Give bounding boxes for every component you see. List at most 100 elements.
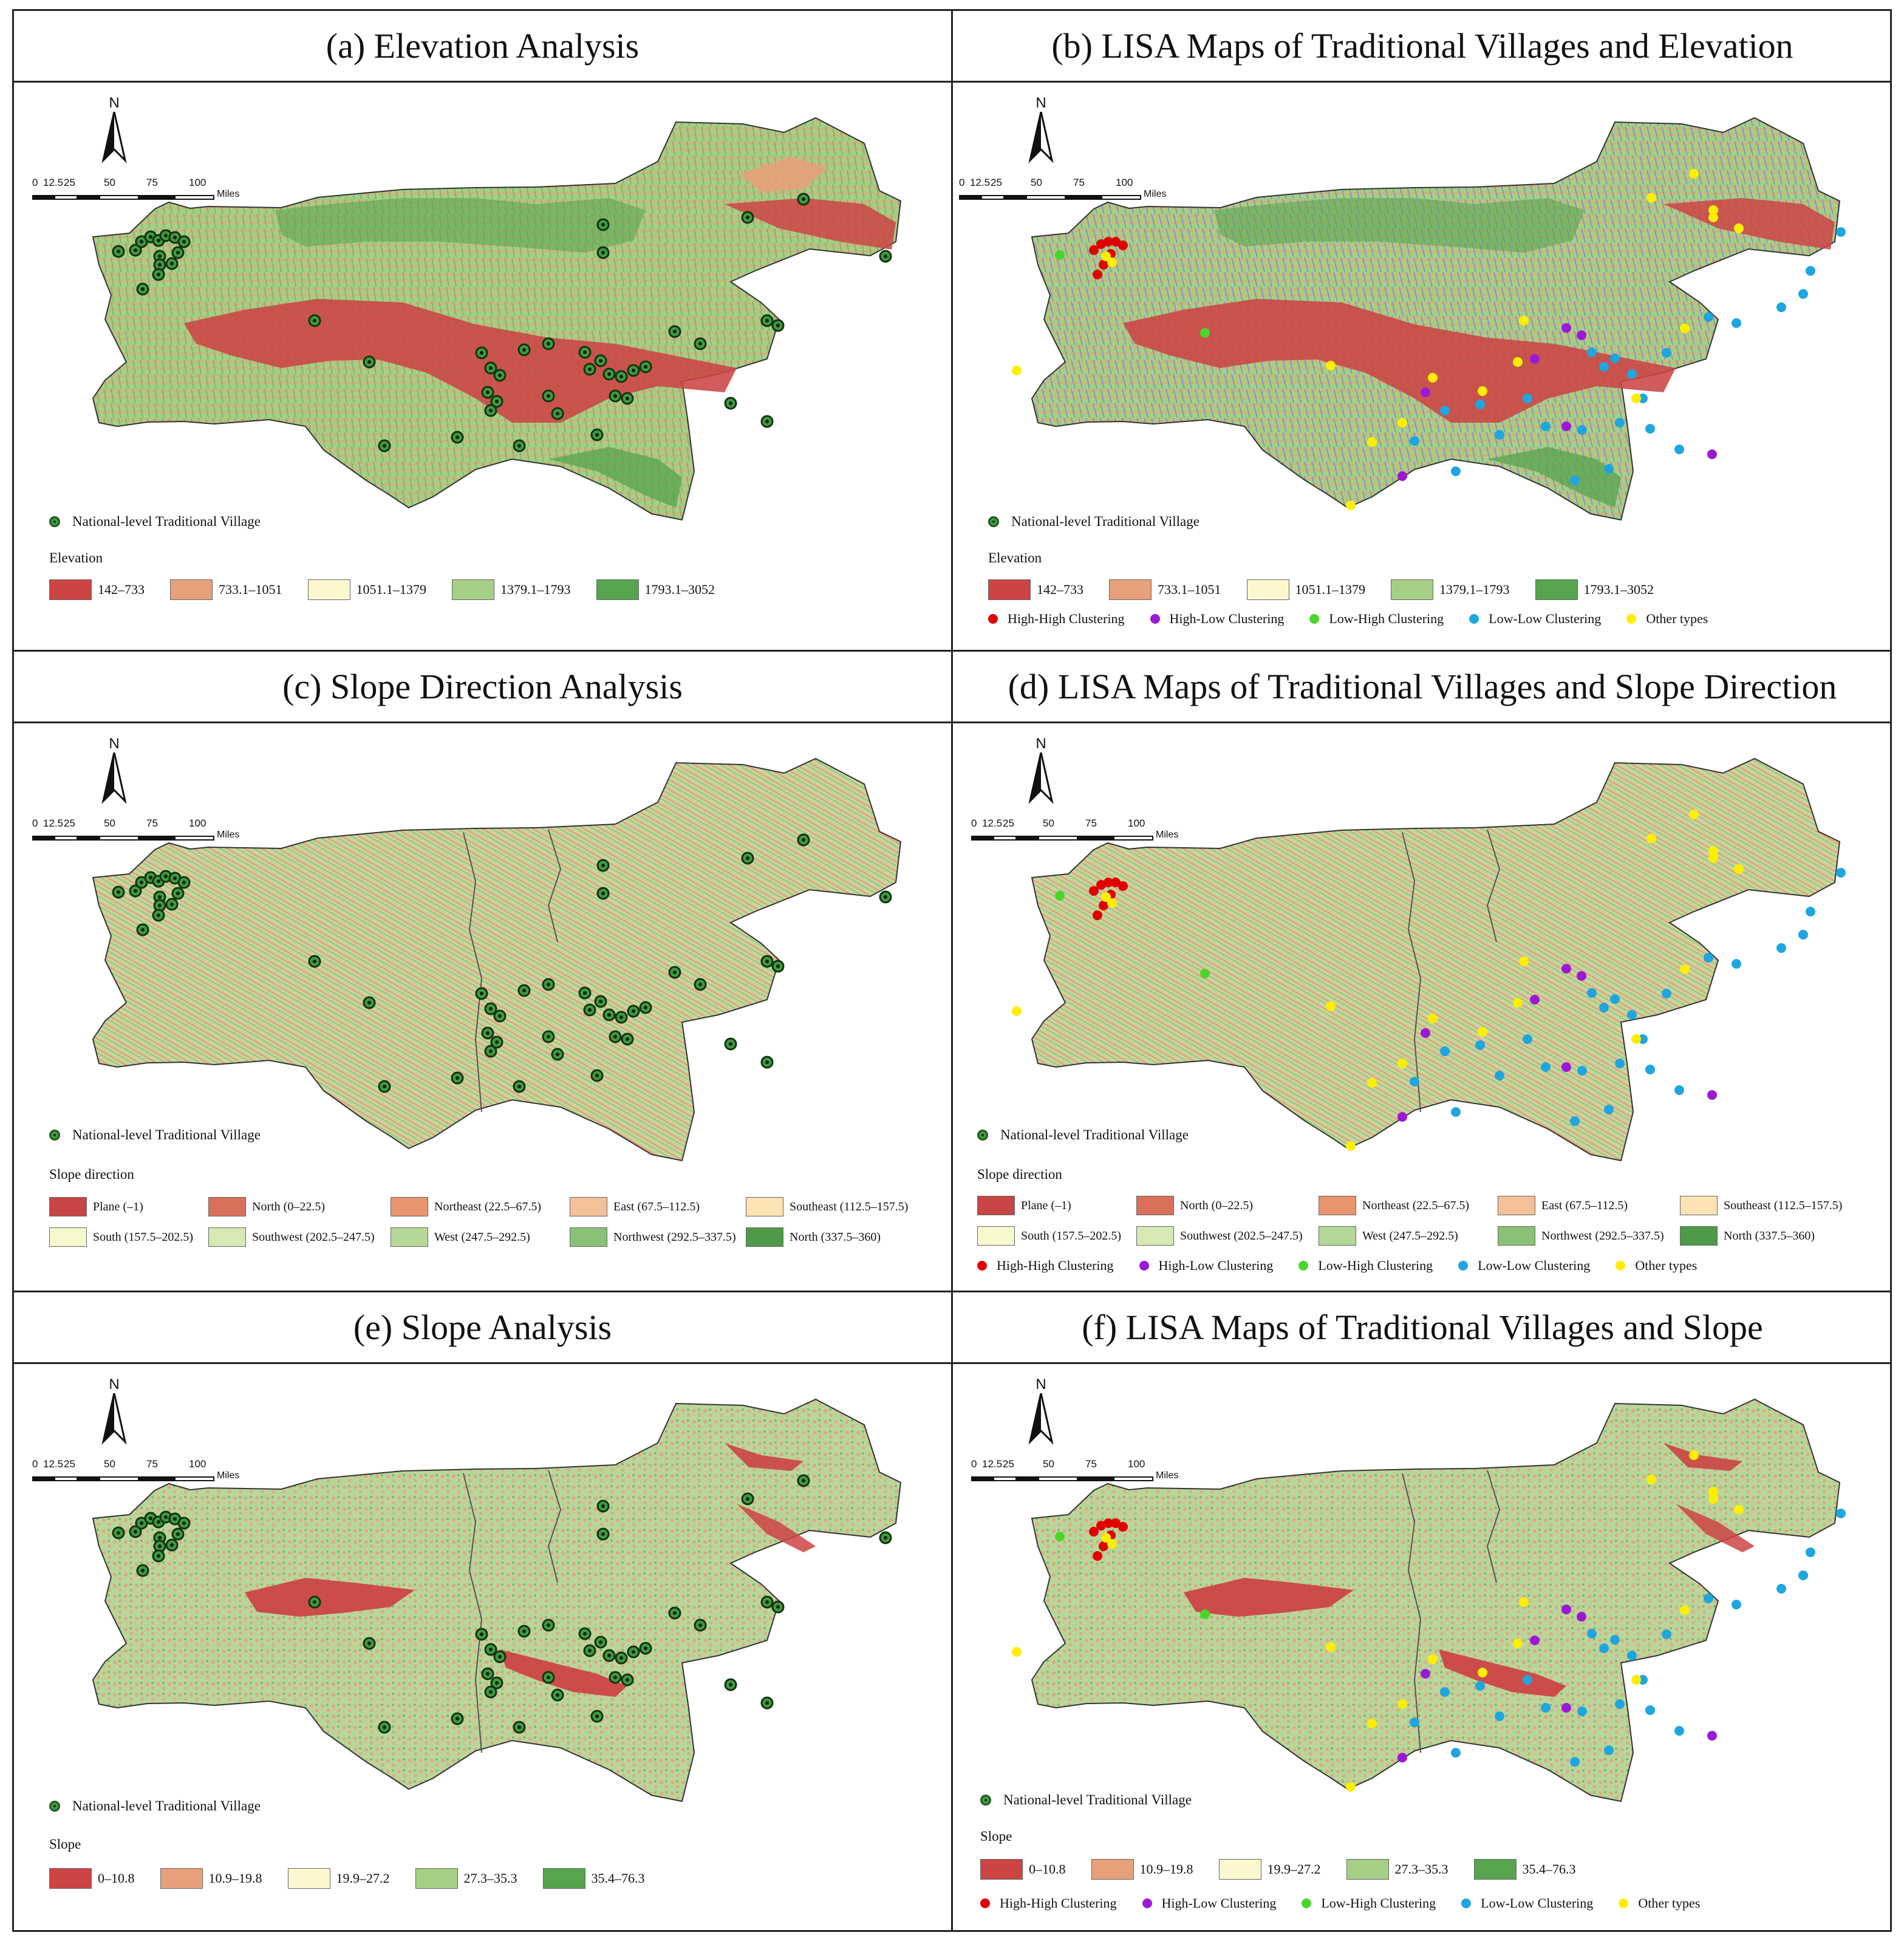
lisa-marker — [1200, 328, 1210, 338]
village-marker-center — [173, 1517, 177, 1521]
panel-b-lisa-elevation: (b) LISA Maps of Traditional Villages an… — [953, 11, 1892, 652]
aspect-legend-row1: Plane (–1) North (0–22.5) Northeast (22.… — [49, 1197, 908, 1216]
village-marker-center — [765, 1060, 769, 1064]
lisa-marker — [1806, 907, 1815, 916]
legend-label: 142–733 — [1037, 582, 1083, 597]
scale-tick: 75 — [146, 177, 158, 188]
lisa-marker — [1421, 1028, 1430, 1038]
village-legend: National-level Traditional Village — [980, 1792, 1192, 1808]
lisa-marker — [1734, 223, 1744, 233]
lisa-marker — [1530, 995, 1540, 1005]
scale-tick: 12.5 — [970, 177, 991, 188]
lisa-marker — [1708, 846, 1718, 856]
village-marker-center — [486, 391, 490, 394]
village-marker-center — [176, 251, 180, 254]
village-marker-center — [134, 889, 137, 893]
lisa-marker — [1610, 353, 1620, 363]
village-marker-center — [170, 902, 174, 906]
lisa-marker — [1631, 1675, 1641, 1685]
scale-unit: Miles — [1156, 830, 1179, 840]
legend-label: 19.9–27.2 — [336, 1871, 390, 1886]
scale-tick: 75 — [1073, 177, 1085, 188]
legend-label: High-Low Clustering — [1158, 1258, 1274, 1273]
village-marker-center — [583, 350, 587, 354]
legend-item: Plane (–1) — [977, 1196, 1136, 1215]
legend-label: 733.1–1051 — [1158, 582, 1221, 597]
lisa-marker — [1798, 1571, 1808, 1580]
scale-tick: 50 — [104, 177, 115, 188]
village-marker-center — [517, 1085, 521, 1088]
lisa-marker — [1475, 400, 1485, 409]
north-label: N — [1036, 95, 1046, 111]
legend-label: 35.4–76.3 — [591, 1871, 645, 1886]
lisa-marker — [1662, 348, 1671, 358]
village-marker-center — [480, 351, 483, 355]
lisa-marker — [1570, 1116, 1580, 1126]
village-marker-center — [595, 433, 599, 437]
village-marker-center — [776, 964, 780, 968]
village-marker-icon — [49, 1801, 60, 1812]
village-marker-center — [601, 1504, 605, 1508]
scale-bar-segments — [971, 1476, 1153, 1481]
lisa-marker — [1099, 1541, 1108, 1551]
village-marker-center — [489, 409, 493, 412]
legend-item: Southwest (202.5–247.5) — [208, 1227, 391, 1247]
lisa-marker — [1599, 1643, 1609, 1653]
legend-item: 1051.1–1379 — [307, 579, 426, 600]
north-label: N — [109, 735, 120, 752]
village-marker-icon — [49, 1130, 60, 1141]
lisa-marker — [1708, 853, 1718, 863]
north-arrow-icon — [101, 752, 127, 804]
flat-valley-ne — [1676, 1504, 1755, 1552]
village-marker-center — [173, 876, 177, 880]
lisa-marker — [1107, 258, 1117, 267]
lisa-marker — [1326, 1642, 1336, 1652]
village-marker-center — [673, 330, 677, 333]
village-marker-center — [765, 319, 769, 322]
village-marker-center — [157, 913, 160, 917]
lisa-marker — [1440, 1046, 1450, 1056]
north-arrow-icon — [1028, 752, 1054, 804]
village-marker-center — [157, 1520, 160, 1524]
lisa-marker — [1104, 878, 1113, 887]
village-marker-center — [746, 856, 749, 860]
legend-title: Slope direction — [49, 1167, 134, 1182]
lisa-marker — [1104, 237, 1113, 247]
lisa-marker — [1734, 864, 1744, 874]
legend-item: North (0–22.5) — [208, 1197, 391, 1216]
lisa-marker — [1645, 1705, 1655, 1715]
lisa-marker — [1627, 1010, 1637, 1020]
village-marker-center — [367, 1642, 371, 1645]
village-marker-center — [588, 1649, 592, 1653]
lisa-marker — [1732, 959, 1741, 969]
legend-label: Northwest (292.5–337.5) — [613, 1230, 736, 1244]
legend-item: 27.3–35.3 — [415, 1868, 517, 1889]
lisa-marker — [1367, 437, 1377, 447]
village-marker-center — [644, 365, 647, 369]
lisa-marker — [1495, 1071, 1504, 1080]
scale-tick: 100 — [189, 177, 206, 188]
village-marker-center — [313, 1600, 316, 1604]
lisa-marker — [1440, 406, 1450, 415]
scale-tick: 0 — [32, 1458, 38, 1470]
village-markers — [112, 833, 892, 1093]
legend-item: 19.9–27.2 — [287, 1868, 390, 1889]
scale-tick: 12.5 — [982, 817, 1003, 829]
map-area: N 0 12.5 25 50 75 100 Miles — [953, 723, 1892, 1291]
village-marker-center — [480, 1632, 483, 1636]
lisa-marker — [1093, 270, 1102, 279]
village-marker-center — [141, 1569, 145, 1572]
village-marker-center — [157, 879, 160, 883]
lisa-legend-item: High-Low Clustering — [1142, 1895, 1276, 1911]
lisa-marker — [1680, 324, 1690, 333]
legend-label: Southwest (202.5–247.5) — [1180, 1229, 1303, 1243]
village-marker-center — [547, 983, 550, 986]
village-marker-center — [456, 1076, 459, 1080]
north-label: N — [1036, 1376, 1046, 1393]
scale-bar-segments — [32, 195, 214, 200]
village-marker-center — [884, 254, 887, 258]
legend-label: High-Low Clustering — [1169, 611, 1285, 626]
village-marker-center — [149, 235, 152, 239]
lisa-marker — [1798, 289, 1808, 299]
mid-elevation-ne — [740, 157, 828, 192]
